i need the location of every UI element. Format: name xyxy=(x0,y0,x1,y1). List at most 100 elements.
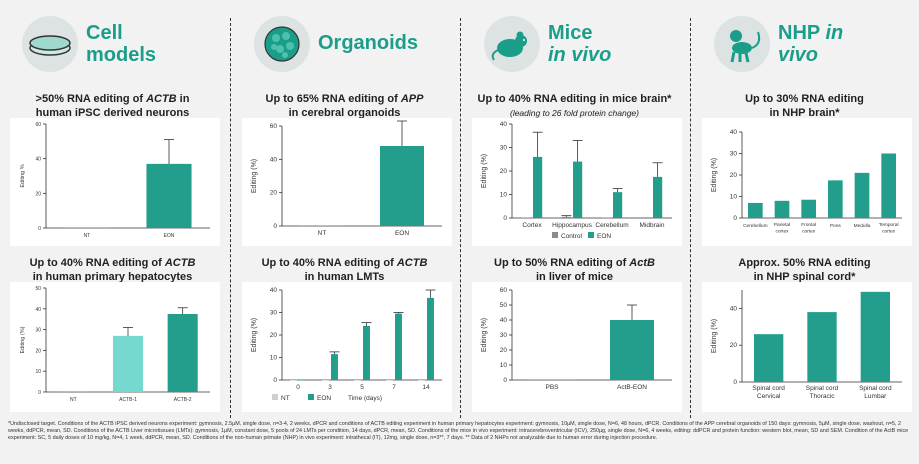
y-tick-label: 40 xyxy=(35,307,41,313)
x-tick-label: cortex xyxy=(775,228,789,234)
column-divider xyxy=(460,18,461,418)
y-tick-label: 20 xyxy=(270,332,278,339)
column-header: Cell models xyxy=(0,10,225,80)
bar xyxy=(521,217,531,219)
chart-panel: 0 10 20 30 40 Editing (%) 0 3 5 7 14 NT EON Time (day… xyxy=(242,282,452,412)
y-tick-label: 40 xyxy=(270,287,278,294)
x-tick-label: Pons xyxy=(830,223,842,229)
y-tick-label: 40 xyxy=(730,129,738,136)
bar xyxy=(828,180,843,218)
bar xyxy=(613,192,623,218)
bar xyxy=(58,390,89,392)
x-tick-label: EON xyxy=(164,233,175,239)
bar xyxy=(860,291,890,382)
y-tick-label: 10 xyxy=(270,355,278,362)
chart-title: Up to 40% RNA editing of ACTB in human pr… xyxy=(29,257,196,283)
bar xyxy=(748,202,763,218)
x-tick-label: 5 xyxy=(360,384,364,391)
chart-panel: 0 10 20 30 40 Editing (%) Cortex Hippocampus Cer… xyxy=(472,118,682,246)
x-tick-label: Thoracic xyxy=(810,393,836,400)
bar xyxy=(363,326,370,380)
column-header: NHP in vivo xyxy=(692,10,917,80)
y-axis-label: Editing (%) xyxy=(251,318,258,352)
y-tick-label: 20 xyxy=(730,342,738,349)
y-tick-label: 10 xyxy=(730,194,738,201)
y-tick-label: 60 xyxy=(500,287,508,294)
y-axis-label: Editing (%) xyxy=(711,319,718,353)
x-tick-label: Frontal xyxy=(801,222,816,228)
x-tick-label: Cervical xyxy=(757,393,781,400)
x-tick-label: ActB-EON xyxy=(617,384,647,391)
bar xyxy=(322,380,329,381)
chart-organoids: 0 20 40 60 Editing (%) NT EON xyxy=(251,120,442,237)
legend-swatch xyxy=(588,232,594,238)
x-tick-label: Hippocampus xyxy=(552,222,592,229)
chart-mice-brain: 0 10 20 30 40 Editing (%) Cortex Hippocampus Cer… xyxy=(481,121,672,240)
y-tick-label: 40 xyxy=(35,157,41,163)
column-header: Mice in vivo xyxy=(462,10,687,80)
chart-title: Approx. 50% RNA editing in NHP spinal cor… xyxy=(738,257,871,283)
y-tick-label: 60 xyxy=(270,123,278,130)
x-tick-label: Cerebellum xyxy=(743,223,768,229)
column-title: NHP in vivo xyxy=(778,22,844,66)
bar xyxy=(807,312,837,382)
y-tick-label: 40 xyxy=(500,121,508,128)
bar xyxy=(601,217,611,219)
mouse-icon xyxy=(484,16,540,72)
x-tick-label: Midbrain xyxy=(640,222,665,229)
x-tick-label: Spinal cord xyxy=(806,385,839,392)
bar xyxy=(112,335,144,392)
y-axis-label: Editing (%) xyxy=(481,154,488,188)
chart-hepatocytes: 0 10 20 30 40 50 Editing (%) NT ACTB-1 ACTB-2 xyxy=(20,286,210,403)
column-title: Cell models xyxy=(86,22,157,66)
column-organoids: Organoids Up to 65% RNA editing of APP in… xyxy=(232,0,457,420)
y-tick-label: 30 xyxy=(500,332,508,339)
petri-dish-icon xyxy=(22,16,78,72)
bar xyxy=(418,380,425,381)
column-divider xyxy=(230,18,231,418)
y-tick-label: 60 xyxy=(35,122,41,128)
column-title: Mice in vivo xyxy=(548,22,612,66)
x-tick-label: ACTB-1 xyxy=(119,397,137,403)
y-tick-label: 30 xyxy=(35,328,41,334)
column-divider xyxy=(690,18,691,418)
bar xyxy=(754,334,784,382)
y-tick-label: 10 xyxy=(500,362,508,369)
y-tick-label: 50 xyxy=(500,302,508,309)
x-tick-label: Spinal cord xyxy=(859,385,892,392)
chart-panel: 0 20 40 60 Editing % NT EON xyxy=(10,118,220,246)
y-axis-label: Editing (%) xyxy=(20,326,26,353)
chart-title: Up to 40% RNA editing of ACTB in human LM… xyxy=(261,257,428,283)
x-tick-label: Temporal xyxy=(879,222,899,228)
chart-lmts: 0 10 20 30 40 Editing (%) 0 3 5 7 14 NT EON Time (day… xyxy=(251,287,442,402)
bar xyxy=(774,200,790,218)
y-axis-label: Editing % xyxy=(20,164,26,187)
y-tick-label: 20 xyxy=(270,190,278,197)
legend-swatch xyxy=(308,394,314,400)
x-tick-label: Lumbar xyxy=(864,393,887,400)
chart-panel: 0 10 20 30 40 50 60 Editing (%) PBS ActB-EON xyxy=(472,282,682,412)
bar xyxy=(380,146,424,226)
chart-panel: 0 20 40 Editing (%) Spinal cord Cervical Spina… xyxy=(702,282,912,412)
y-tick-label: 30 xyxy=(730,151,738,158)
y-tick-label: 30 xyxy=(500,145,508,152)
y-tick-label: 0 xyxy=(273,377,277,384)
y-tick-label: 50 xyxy=(35,286,41,292)
chart-title: Up to 50% RNA editing of ActB in liver of… xyxy=(494,257,655,283)
legend-label: EON xyxy=(317,395,331,402)
y-tick-label: 20 xyxy=(35,348,41,354)
x-tick-label: NT xyxy=(84,233,91,239)
y-tick-label: 20 xyxy=(500,168,508,175)
chart-title: >50% RNA editing of ACTB in human iPSC de… xyxy=(35,93,190,119)
x-tick-label: Spinal cord xyxy=(752,385,785,392)
y-tick-label: 40 xyxy=(270,156,278,163)
chart-title: Up to 40% RNA editing in mice brain* (lea… xyxy=(477,93,672,118)
legend-label: NT xyxy=(281,395,290,402)
x-tick-label: Cortex xyxy=(522,222,542,229)
bar xyxy=(331,354,338,380)
bar xyxy=(641,217,651,218)
bar xyxy=(290,380,297,381)
y-tick-label: 40 xyxy=(730,305,738,312)
